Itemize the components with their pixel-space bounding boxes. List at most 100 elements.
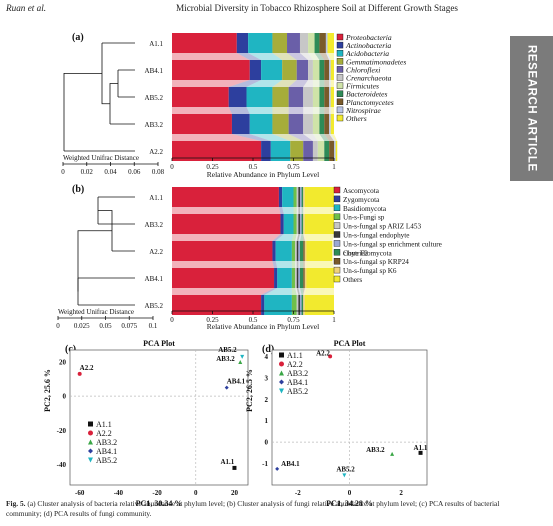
panel-d-legend-entry: AB5.2: [287, 387, 308, 396]
panel-b-flow-3-10: [304, 288, 334, 295]
panel-a-x-tick-label: 0.5: [249, 163, 258, 171]
panel-d-legend-marker: [279, 352, 284, 358]
panel-a-flow-3-1: [231, 134, 271, 141]
panel-c-y-axis-label: PC2, 25.6 %: [43, 369, 52, 412]
panel-b-bar-AB5.2-2: [264, 295, 292, 315]
panel-d-y-tick-label: -1: [262, 460, 268, 468]
panel-a-bar-AB4.1-10: [330, 60, 334, 80]
panel-a-dendrogram-tick-label: 0: [61, 168, 65, 176]
panel-b-legend-swatch: [333, 213, 341, 220]
panel-b-x-tick-label: 0.75: [287, 316, 300, 324]
panel-a-bar-A2.2-7: [324, 141, 330, 161]
panel-b-legend-entry: Zygomycota: [343, 196, 380, 204]
panel-b-dendrogram-branch: [77, 230, 112, 292]
panel-c-legend-entry: AB4.1: [96, 447, 117, 456]
panel-a-flow-0-2: [248, 53, 283, 60]
panel-b-legend-swatch: [333, 249, 341, 256]
panel-b-legend-entry: Un-s-fungal endophyte: [343, 232, 409, 240]
panel-c-x-tick-label: 20: [231, 489, 239, 497]
panel-a-bar-AB3.2-3: [272, 114, 289, 134]
panel-b-bar-A2.2-3: [291, 241, 296, 261]
panel-b-flow-1-0: [172, 234, 281, 241]
panel-a-bar-A1.1-7: [314, 33, 320, 53]
panel-b-legend-swatch: [333, 258, 341, 265]
panel-a-legend-swatch: [336, 106, 344, 114]
caption-label: Fig. 5.: [6, 499, 26, 508]
panel-b-flow-1-6: [298, 234, 302, 241]
panel-a-legend-swatch: [336, 58, 344, 65]
panel-a-dendrogram-tick-label: 0.04: [104, 168, 117, 176]
panel-a-flow-2-2: [246, 107, 273, 114]
panel-b-flow-2-0: [172, 261, 275, 268]
panel-b-bar-A1.1-4: [296, 187, 299, 207]
panel-a-bar-A1.1-8: [319, 33, 326, 53]
panel-a-bar-AB5.2-3: [272, 87, 289, 107]
panel-a-dendrogram-branch: [109, 83, 118, 124]
panel-c-title: PCA Plot: [143, 339, 175, 348]
panel-b-flow-0-3: [293, 207, 297, 214]
panel-a-x-tick-label: 0: [170, 163, 174, 171]
panel-b-legend-swatch: [333, 222, 341, 229]
panel-b-bar-AB3.2-6: [299, 214, 302, 234]
panel-a-flow-1-0: [172, 80, 250, 87]
research-article-label: RESEARCH ARTICLE: [525, 45, 538, 172]
panel-b-bar-AB4.1-1: [274, 268, 278, 288]
panel-a-bar-A2.2-3: [290, 141, 304, 161]
panel-b-flow-1-3: [291, 234, 297, 241]
panel-c-point-label: AB5.2: [218, 346, 237, 354]
panel-a-bar-A1.1-2: [248, 33, 273, 53]
panel-d-y-tick-label: 4: [265, 353, 269, 361]
panel-d-x-axis-label: PC1, 34.28 %: [326, 499, 373, 508]
panel-d-point-label: AB4.1: [281, 460, 300, 468]
panel-a-bar-AB4.1-8: [324, 60, 330, 80]
panel-a-legend-entry: Acidobacteria: [345, 49, 389, 58]
panel-a-flow-0-10: [327, 53, 334, 60]
panel-b-dendrogram-tick-label: 0.075: [121, 322, 137, 330]
panel-a-dendrogram-tick-label: 0.02: [81, 168, 94, 176]
panel-b-bar-A1.1-5: [298, 187, 300, 207]
panel-b-flow-0-7: [301, 207, 304, 214]
panel-d-title: PCA Plot: [334, 339, 366, 348]
panel-b-flow-1-10: [304, 234, 334, 241]
panel-a-flow-0-9: [325, 53, 331, 60]
panel-b-bar-AB5.2-6: [299, 295, 302, 315]
panel-d-x-tick-label: 0: [348, 489, 352, 497]
panel-b-bar-AB5.2-10: [304, 295, 334, 315]
panel-a-flow-1-2: [246, 80, 283, 87]
panel-a-legend-entry: Chloroflexi: [346, 65, 380, 74]
panel-a-legend-entry: Crenarchaeota: [346, 74, 392, 83]
panel-b-bar-AB4.1-0: [172, 268, 275, 288]
figure-caption: Fig. 5. (a) Cluster analysis of bacteria…: [6, 499, 506, 519]
panel-a-dendrogram-title: Weighted Unifrac Distance: [63, 154, 139, 162]
panel-b-bar-A1.1-7: [301, 187, 304, 207]
research-article-tab: RESEARCH ARTICLE: [510, 36, 553, 181]
panel-b-bar-AB3.2-0: [172, 214, 281, 234]
panel-d-legend-entry: A1.1: [287, 351, 303, 360]
panel-a-bar-AB3.2-7: [319, 114, 325, 134]
panel-c-x-axis-label: PC1, 30.34 %: [136, 499, 183, 508]
panel-d-point-A1.1: [418, 450, 423, 455]
panel-d-point-label: A1.1: [414, 444, 428, 452]
panel-b-flow-0-0: [172, 207, 281, 214]
panel-b-sample-label: AB5.2: [145, 302, 164, 310]
panel-a-legend-swatch: [336, 114, 344, 122]
panel-a-bar-AB4.1-7: [319, 60, 325, 80]
panel-b-x-tick-label: 0.5: [249, 316, 258, 324]
panel-b-bar-AB4.1-10: [306, 268, 334, 288]
panel-d-y-tick-label: 3: [265, 374, 269, 382]
panel-a-bar-A1.1-6: [308, 33, 315, 53]
panel-b-legend-entry: Un-s-fungal sp enrichment culture clone F…: [343, 240, 442, 257]
panel-a-bar-AB5.2-7: [319, 87, 325, 107]
panel-d-legend-marker: [279, 361, 284, 367]
panel-a-legend-swatch: [336, 41, 344, 49]
panel-a-flow-0-1: [236, 53, 262, 60]
panel-a-bar-A2.2-6: [317, 141, 325, 161]
panel-b-bar-AB4.1-4: [295, 268, 297, 288]
panel-a-bar-A2.2-0: [172, 141, 262, 161]
panel-a-bar-AB3.2-6: [312, 114, 320, 134]
panel-b-dendrogram-tick-label: 0.025: [74, 322, 90, 330]
panel-b-flow-0-1: [278, 207, 284, 214]
panel-d-legend-entry: AB3.2: [287, 369, 308, 378]
panel-a-bar-AB4.1-4: [296, 60, 309, 80]
panel-a-bar-AB4.1-9: [329, 60, 331, 80]
